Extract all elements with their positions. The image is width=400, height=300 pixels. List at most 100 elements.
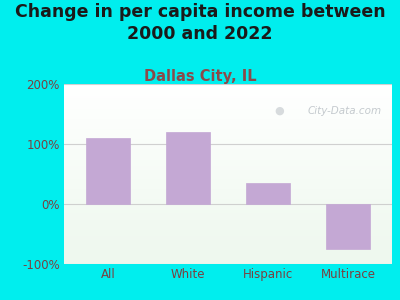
Bar: [64, 94, 392, 95]
Bar: [64, 124, 392, 125]
Bar: [64, 253, 392, 254]
Bar: [64, 128, 392, 129]
Bar: [64, 129, 392, 130]
Bar: [64, 125, 392, 126]
Bar: [64, 201, 392, 202]
Bar: [64, 165, 392, 166]
Bar: [64, 193, 392, 194]
Bar: [64, 258, 392, 259]
Bar: [64, 187, 392, 188]
Bar: [64, 155, 392, 156]
Bar: [64, 160, 392, 161]
Bar: [64, 262, 392, 263]
Bar: [64, 254, 392, 255]
Bar: [64, 147, 392, 148]
Bar: [64, 241, 392, 242]
Bar: [64, 85, 392, 86]
Bar: [64, 121, 392, 122]
Bar: [64, 239, 392, 240]
Bar: [64, 163, 392, 164]
Bar: [64, 207, 392, 208]
Bar: [64, 214, 392, 215]
Bar: [64, 181, 392, 182]
Bar: [64, 191, 392, 192]
Bar: [64, 222, 392, 223]
Text: Dallas City, IL: Dallas City, IL: [144, 69, 256, 84]
Bar: [64, 223, 392, 224]
Bar: [64, 218, 392, 219]
Bar: [64, 111, 392, 112]
Bar: [64, 250, 392, 251]
Bar: [166, 132, 210, 204]
Bar: [64, 86, 392, 87]
Bar: [64, 84, 392, 85]
Bar: [64, 133, 392, 134]
Bar: [64, 243, 392, 244]
Bar: [64, 211, 392, 212]
Bar: [64, 261, 392, 262]
Bar: [64, 228, 392, 229]
Bar: [64, 204, 392, 205]
Bar: [64, 90, 392, 91]
Bar: [64, 159, 392, 160]
Bar: [64, 220, 392, 221]
Bar: [64, 166, 392, 167]
Bar: [64, 145, 392, 146]
Bar: [64, 245, 392, 246]
Bar: [64, 206, 392, 207]
Bar: [64, 170, 392, 171]
Bar: [64, 123, 392, 124]
Bar: [64, 200, 392, 201]
Bar: [64, 168, 392, 169]
Bar: [64, 109, 392, 110]
Bar: [64, 186, 392, 187]
Bar: [64, 150, 392, 151]
Bar: [64, 146, 392, 147]
Bar: [64, 98, 392, 99]
Bar: [64, 226, 392, 227]
Bar: [64, 160, 392, 161]
Bar: [64, 130, 392, 131]
Bar: [64, 229, 392, 230]
Bar: [64, 144, 392, 145]
Text: Change in per capita income between
2000 and 2022: Change in per capita income between 2000…: [15, 3, 385, 43]
Bar: [64, 217, 392, 218]
Bar: [64, 199, 392, 200]
Bar: [64, 162, 392, 163]
Bar: [64, 249, 392, 250]
Bar: [64, 149, 392, 150]
Bar: [64, 208, 392, 209]
Bar: [64, 176, 392, 177]
Bar: [64, 260, 392, 261]
Bar: [64, 246, 392, 247]
Bar: [64, 154, 392, 155]
Bar: [64, 195, 392, 196]
Bar: [64, 117, 392, 118]
Text: ●: ●: [274, 106, 284, 116]
Text: City-Data.com: City-Data.com: [308, 106, 382, 116]
Bar: [64, 167, 392, 168]
Bar: [64, 172, 392, 173]
Bar: [64, 178, 392, 179]
Bar: [64, 110, 392, 111]
Bar: [64, 252, 392, 253]
Bar: [64, 203, 392, 204]
Bar: [64, 192, 392, 193]
Bar: [64, 112, 392, 113]
Bar: [64, 158, 392, 159]
Bar: [64, 257, 392, 258]
Bar: [64, 105, 392, 106]
Bar: [64, 202, 392, 203]
Bar: [64, 174, 392, 175]
Bar: [64, 169, 392, 170]
Bar: [64, 152, 392, 153]
Bar: [64, 256, 392, 257]
Bar: [64, 104, 392, 105]
Bar: [64, 151, 392, 152]
Bar: [64, 93, 392, 94]
Bar: [64, 216, 392, 217]
Bar: [64, 140, 392, 141]
Bar: [64, 88, 392, 89]
Bar: [64, 227, 392, 228]
Bar: [64, 91, 392, 92]
